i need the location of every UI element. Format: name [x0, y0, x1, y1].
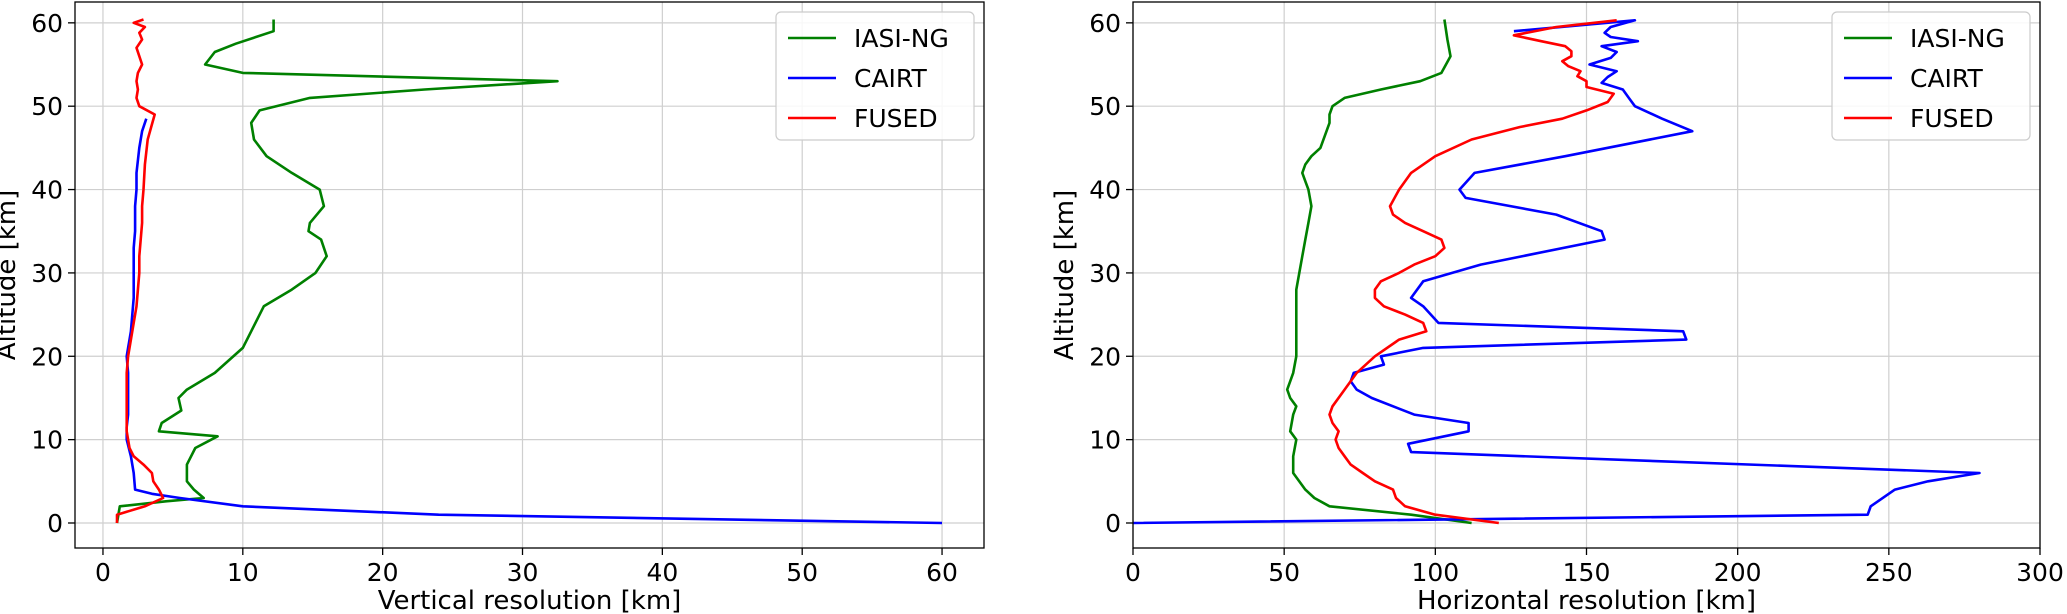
series-line-iasi-ng — [115, 19, 559, 524]
y-tick-label: 0 — [1105, 509, 1121, 538]
legend: IASI-NG CAIRT FUSED — [775, 11, 975, 141]
legend-box — [1831, 11, 2031, 141]
series-line-fused — [115, 18, 165, 523]
legend-label: IASI-NG — [1910, 24, 2005, 53]
x-tick-label: 30 — [507, 558, 539, 587]
y-tick-label: 40 — [1089, 176, 1121, 205]
y-tick-label: 50 — [1089, 92, 1121, 121]
y-axis-label: Altitude [km] — [1050, 190, 1080, 361]
x-tick-label: 20 — [367, 558, 399, 587]
y-axis-label: Altitude [km] — [0, 190, 22, 361]
series-line-cairt — [125, 118, 943, 525]
legend-label: CAIRT — [1910, 64, 1983, 93]
legend-label: FUSED — [1910, 104, 1994, 133]
y-tick-label: 20 — [31, 342, 63, 371]
x-tick-label: 150 — [1563, 558, 1611, 587]
legend-label: IASI-NG — [854, 24, 949, 53]
vertical-resolution-panel: 0 10 20 30 40 50 60 0 10 20 30 40 50 60 Vertical resol… — [0, 1, 985, 614]
x-tick-label: 0 — [95, 558, 111, 587]
y-tick-label: 30 — [31, 259, 63, 288]
plot-frame — [74, 1, 985, 549]
legend-label: CAIRT — [854, 64, 927, 93]
x-tick-label: 250 — [1865, 558, 1913, 587]
legend-label: FUSED — [854, 104, 938, 133]
series-line-cairt — [1132, 18, 1981, 525]
series-line-fused — [1328, 19, 1617, 525]
x-tick-label: 50 — [786, 558, 818, 587]
y-tick-label: 10 — [1089, 426, 1121, 455]
x-tick-label: 40 — [646, 558, 678, 587]
y-tick-label: 50 — [31, 92, 63, 121]
series-line-iasi-ng — [1285, 19, 1472, 525]
y-tick-label: 60 — [31, 9, 63, 38]
x-tick-label: 300 — [2016, 558, 2064, 587]
y-tick-label: 0 — [47, 509, 63, 538]
y-tick-label: 40 — [31, 176, 63, 205]
x-tick-label: 10 — [227, 558, 259, 587]
x-axis-label: Horizontal resolution [km] — [1417, 586, 1756, 614]
y-tick-label: 30 — [1089, 259, 1121, 288]
x-tick-label: 0 — [1125, 558, 1141, 587]
y-tick-label: 10 — [31, 426, 63, 455]
x-axis-label: Vertical resolution [km] — [378, 586, 682, 614]
x-tick-label: 60 — [926, 558, 958, 587]
horizontal-resolution-panel: 0 50 100 150 200 250 300 0 10 20 30 40 50 60 Horizonta… — [1050, 1, 2064, 614]
y-tick-label: 60 — [1089, 9, 1121, 38]
legend: IASI-NG CAIRT FUSED — [1831, 11, 2031, 141]
x-tick-label: 200 — [1714, 558, 1762, 587]
x-tick-label: 100 — [1411, 558, 1459, 587]
x-tick-label: 50 — [1268, 558, 1300, 587]
legend-box — [775, 11, 975, 141]
y-tick-label: 20 — [1089, 342, 1121, 371]
